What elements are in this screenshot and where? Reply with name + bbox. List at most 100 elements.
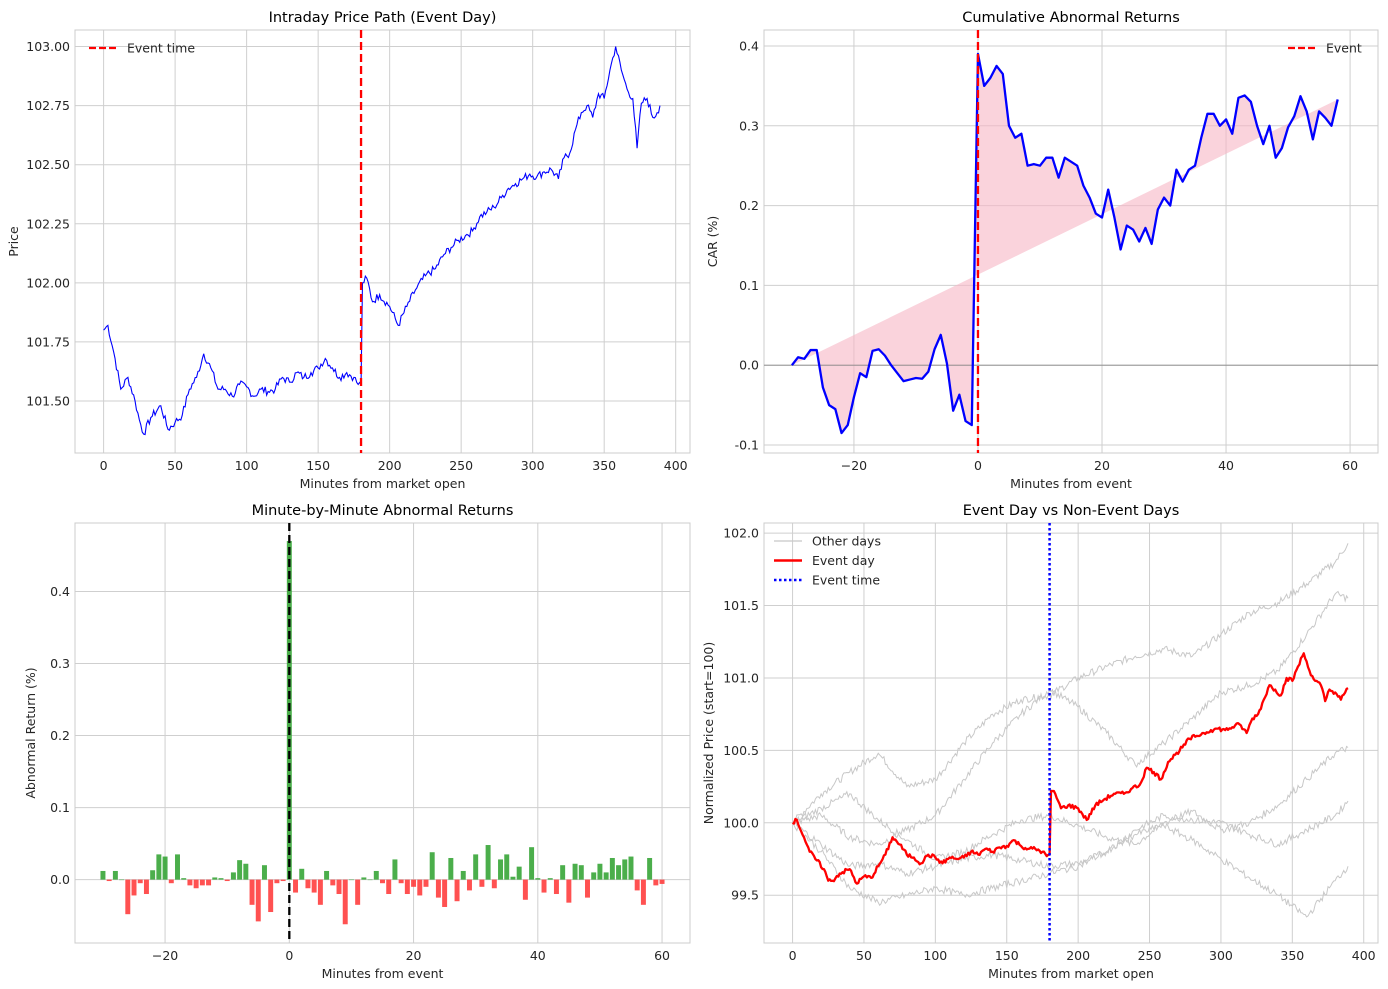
- compare-x-tick-label: 150: [995, 948, 1019, 963]
- compare-title: Event Day vs Non-Event Days: [963, 503, 1180, 519]
- ar-bar: [547, 878, 553, 880]
- ar-bar: [647, 857, 653, 880]
- compare-x-tick-label: 350: [1280, 948, 1304, 963]
- ar-bar: [578, 865, 584, 880]
- ar-bar: [280, 879, 286, 882]
- ar-bar: [274, 879, 280, 884]
- compare-frame: [763, 522, 1379, 944]
- ar-bar: [193, 879, 199, 889]
- ar-bar: [168, 879, 174, 884]
- ar-bar: [119, 879, 125, 881]
- ar-bar: [659, 879, 665, 884]
- car-x-tick-label: 20: [1094, 458, 1110, 473]
- ar-bar: [330, 879, 336, 886]
- ar-bar: [454, 879, 460, 902]
- ar-bar: [106, 879, 112, 882]
- ar-title: Minute-by-Minute Abnormal Returns: [252, 503, 514, 519]
- price-ylabel: Price: [6, 226, 21, 257]
- compare-x-tick-label: 0: [789, 948, 797, 963]
- ar-bar: [143, 879, 149, 895]
- car-y-tick-label: 0.2: [739, 198, 759, 213]
- price-y-tick-label: 103.00: [26, 39, 70, 54]
- other-days-legend-label: Other days: [812, 534, 881, 549]
- ar-bar: [510, 876, 516, 880]
- ar-bar: [299, 868, 305, 880]
- ar-y-tick-label: 0.0: [50, 872, 70, 887]
- price-axes: 0 50 100 150 200 250 300 350 400 101.50 101.75 102.…: [6, 10, 691, 491]
- ar-bar: [361, 877, 367, 880]
- compare-x-tick-label: 400: [1352, 948, 1376, 963]
- ar-bar: [112, 870, 118, 880]
- car-event-legend-label: Event: [1326, 41, 1362, 56]
- ar-x-tick-label: −20: [152, 948, 178, 963]
- ar-bar: [634, 879, 640, 891]
- ar-bar: [355, 879, 361, 905]
- ar-bar: [137, 879, 143, 884]
- price-y-tick-label: 101.75: [26, 334, 70, 349]
- car-y-tick-label: 0.3: [739, 118, 759, 133]
- car-x-tick-label: −20: [841, 458, 867, 473]
- ar-bar: [585, 879, 590, 898]
- car-xlabel: Minutes from event: [1010, 476, 1132, 491]
- price-frame: [74, 29, 691, 454]
- price-y-tick-label: 102.75: [26, 98, 70, 113]
- price-x-tick-label: 0: [100, 458, 108, 473]
- car-line: [791, 52, 1339, 435]
- compare-x-tick-label: 200: [1066, 948, 1090, 963]
- ar-bar: [435, 879, 441, 898]
- ar-bar: [218, 878, 224, 880]
- ar-bar: [261, 865, 267, 880]
- ar-y-tick-label: 0.4: [50, 584, 70, 599]
- ar-y-tick-label: 0.2: [50, 728, 70, 743]
- event-day-legend-label: Event day: [812, 553, 875, 568]
- ar-bar: [640, 879, 646, 905]
- ar-bar: [404, 879, 410, 895]
- price-x-tick-label: 100: [235, 458, 259, 473]
- car-x-tick-label: 0: [974, 458, 982, 473]
- car-x-tick-label: 40: [1218, 458, 1234, 473]
- ar-x-tick-label: 40: [530, 948, 546, 963]
- ar-bar: [100, 870, 106, 880]
- price-x-tick-label: 200: [378, 458, 402, 473]
- ar-bar: [293, 879, 299, 893]
- ar-frame: [74, 522, 691, 944]
- price-title: Intraday Price Path (Event Day): [269, 10, 497, 26]
- ar-bar: [628, 856, 634, 880]
- car-axes: −20 0 20 40 60 -0.1 0.0 0.1 0.2 0.3 0.4 Cumulative …: [705, 10, 1379, 491]
- other-day-line: [792, 543, 1349, 824]
- ar-bar: [553, 879, 559, 895]
- ar-bar: [616, 865, 622, 880]
- ar-bar: [504, 854, 510, 880]
- ar-bar: [324, 870, 330, 880]
- ar-bar: [162, 856, 168, 880]
- ar-bar: [491, 879, 497, 889]
- compare-y-tick-label: 100.5: [723, 743, 759, 758]
- ar-bar: [398, 879, 404, 884]
- price-x-tick-label: 400: [664, 458, 688, 473]
- price-plot-area: [75, 30, 690, 453]
- ar-x-tick-label: 20: [406, 948, 422, 963]
- ar-bar: [317, 879, 323, 905]
- ar-bar: [442, 879, 448, 907]
- ar-bar: [237, 860, 243, 880]
- ar-bar: [181, 878, 187, 880]
- ar-bar: [392, 859, 398, 880]
- ar-x-tick-label: 0: [285, 948, 293, 963]
- ar-bar: [622, 859, 628, 880]
- ar-bar: [367, 879, 373, 881]
- ar-ylabel: Abnormal Return (%): [23, 667, 38, 798]
- car-y-tick-label: 0.0: [739, 358, 759, 373]
- ar-bar: [485, 845, 491, 880]
- ar-bar: [156, 854, 162, 880]
- event-time-legend-label: Event time: [812, 573, 880, 588]
- car-ylabel: CAR (%): [705, 216, 720, 268]
- event-day-line: [791, 652, 1349, 885]
- ar-bar: [591, 872, 597, 880]
- compare-y-tick-label: 102.0: [723, 526, 759, 541]
- compare-x-tick-label: 50: [856, 948, 872, 963]
- car-fill-area: [791, 53, 1338, 434]
- car-y-tick-label: 0.1: [739, 278, 759, 293]
- compare-axes: 0 50 100 150 200 250 300 350 400 99.5 100.0 100.5 10…: [701, 503, 1379, 981]
- compare-y-tick-label: 100.0: [723, 815, 759, 830]
- ar-bar: [125, 879, 131, 915]
